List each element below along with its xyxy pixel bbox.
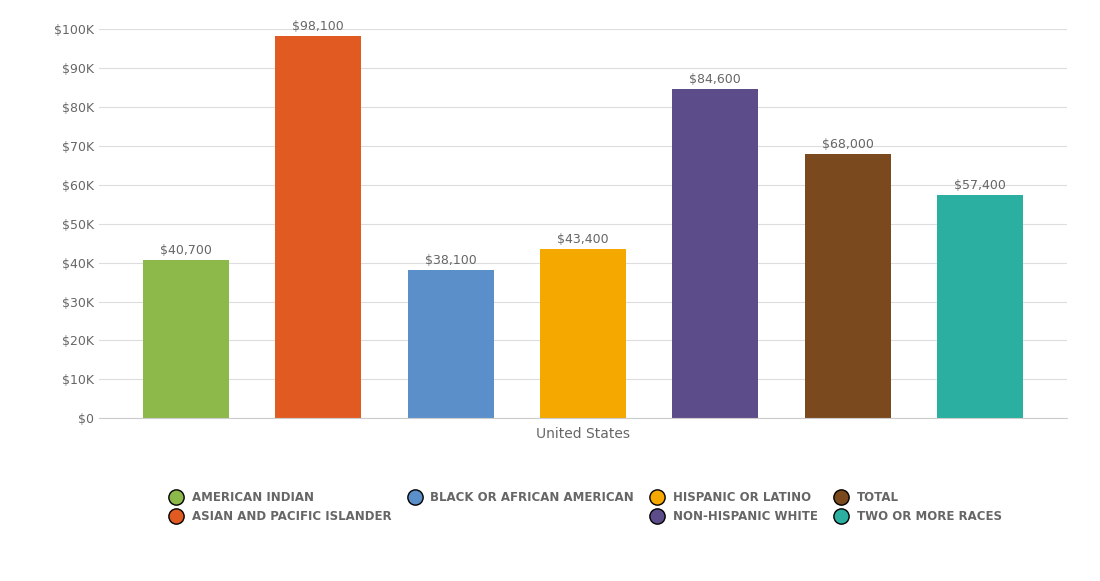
X-axis label: United States: United States [536,426,630,440]
Text: $68,000: $68,000 [822,138,873,150]
Bar [143,260,229,418]
Bar [275,37,361,418]
Bar [805,153,891,418]
Bar [937,195,1023,418]
Text: $38,100: $38,100 [425,254,476,267]
Bar [408,270,494,418]
Text: $57,400: $57,400 [954,179,1005,192]
Legend: AMERICAN INDIAN, ASIAN AND PACIFIC ISLANDER, BLACK OR AFRICAN AMERICAN, , HISPAN: AMERICAN INDIAN, ASIAN AND PACIFIC ISLAN… [160,486,1006,528]
Bar [672,89,758,418]
Text: $84,600: $84,600 [690,73,741,86]
Text: $43,400: $43,400 [558,233,608,246]
Bar [540,249,626,418]
Text: $98,100: $98,100 [293,20,344,33]
Text: $40,700: $40,700 [161,244,212,257]
